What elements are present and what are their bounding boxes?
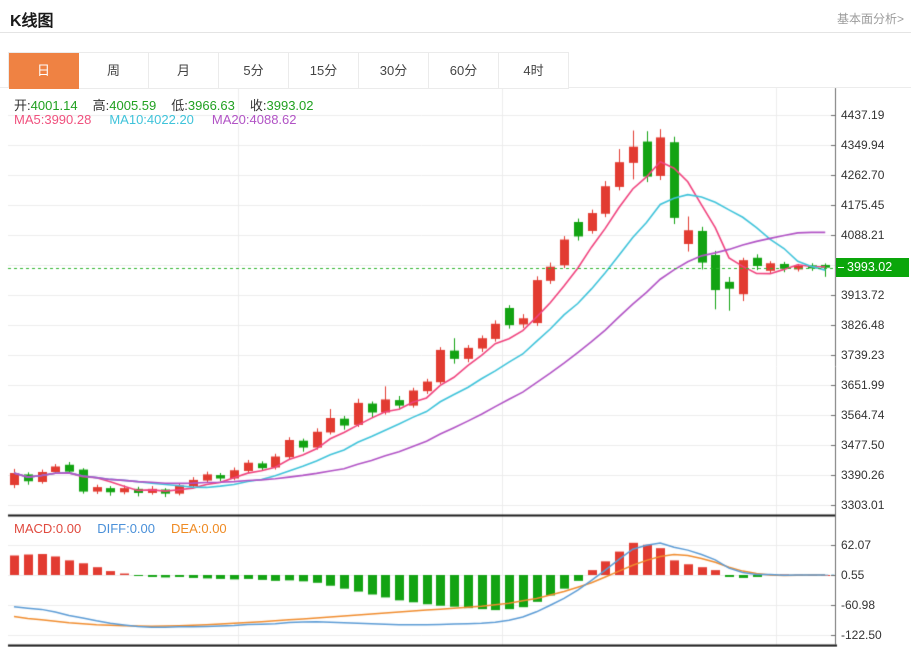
main-y-axis-label: 4262.70 — [841, 167, 885, 182]
main-y-axis-label: 4175.45 — [841, 197, 885, 212]
legend-value: 4022.20 — [146, 112, 194, 127]
legend-label: MACD: — [14, 521, 56, 536]
main-y-axis-label: 4349.94 — [841, 138, 885, 152]
macd-y-axis-label: 0.55 — [841, 568, 865, 582]
main-y-axis-label: 3739.23 — [841, 347, 885, 362]
legend-value: 4001.14 — [30, 98, 78, 113]
legend-label: 高: — [92, 98, 110, 113]
legend-label: MA20: — [211, 112, 250, 127]
main-y-axis-label: 3826.48 — [841, 317, 885, 332]
main-y-axis-label: 3564.74 — [841, 407, 885, 422]
ohlc-row-item: 开:4001.14 — [14, 98, 78, 113]
ohlc-row-item: 收:3993.02 — [250, 98, 314, 113]
main-y-axis-label: 4088.21 — [841, 227, 885, 242]
macd-y-axis-label: -122.50 — [841, 628, 882, 642]
legend-value: 0.00 — [55, 521, 82, 536]
main-y-axis-label: 4437.19 — [841, 108, 885, 122]
legend-value: 3966.63 — [187, 98, 235, 113]
legend-value: 0.00 — [129, 521, 156, 536]
ma-row-item: MA20:4088.62 — [212, 112, 297, 127]
tab-period-周[interactable]: 周 — [79, 53, 149, 89]
ohlc-row-item: 低:3966.63 — [171, 98, 235, 113]
page-title: K线图 — [10, 13, 54, 30]
legend-value: 4005.59 — [109, 98, 157, 113]
tab-period-15分[interactable]: 15分 — [289, 53, 359, 89]
page-header: K线图 基本面分析> — [0, 0, 911, 33]
legend-label: MA10: — [109, 112, 147, 127]
tab-period-60分[interactable]: 60分 — [429, 53, 499, 89]
legend-label: 收: — [249, 98, 267, 113]
period-tabbar: 日周月 5分 15分 30分 60分 4时 — [8, 52, 569, 89]
macd-row-item: MACD:0.00 — [14, 521, 81, 536]
macd-y-axis-label: 62.07 — [841, 538, 872, 552]
legend-label: DIFF: — [97, 521, 130, 536]
macd-row-item: DEA:0.00 — [171, 521, 227, 536]
macd-row-item: DIFF:0.00 — [97, 521, 155, 536]
ma-legend-row: MA5:3990.28 MA10:4022.20 MA20:4088.62 — [14, 112, 315, 127]
fundamental-analysis-link[interactable]: 基本面分析> — [836, 12, 904, 26]
legend-value: 0.00 — [201, 521, 227, 536]
main-y-axis-label: 3651.99 — [841, 377, 885, 392]
main-y-axis-label: 3913.72 — [841, 287, 885, 302]
main-y-axis-label: 3477.50 — [841, 437, 885, 452]
legend-label: 开: — [14, 98, 31, 113]
ohlc-row-item: 高:4005.59 — [93, 98, 157, 113]
tab-period-30分[interactable]: 30分 — [359, 53, 429, 89]
macd-y-axis-label: -60.98 — [841, 598, 876, 612]
main-y-axis-label: 3303.01 — [841, 497, 885, 512]
legend-label: 低: — [171, 98, 188, 113]
legend-label: MA5: — [14, 112, 45, 127]
ma-row-item: MA5:3990.28 — [14, 112, 91, 127]
tab-period-日[interactable]: 日 — [9, 53, 79, 89]
legend-value: 4088.62 — [249, 112, 297, 127]
legend-value: 3990.28 — [44, 112, 92, 127]
ma-row-item: MA10:4022.20 — [109, 112, 194, 127]
legend-value: 3993.02 — [266, 98, 314, 113]
macd-legend-row: MACD:0.00 DIFF:0.00 DEA:0.00 — [14, 521, 243, 536]
tab-period-5分[interactable]: 5分 — [219, 53, 289, 89]
main-y-axis-label: 3390.26 — [841, 467, 885, 482]
current-price-tag: 3993.02 — [836, 258, 909, 278]
legend-label: DEA: — [171, 521, 202, 536]
ohlc-legend-row: 开:4001.14 高:4005.59 低:3966.63 收:3993.02 — [14, 95, 329, 114]
tab-period-月[interactable]: 月 — [149, 53, 219, 89]
tab-period-4时[interactable]: 4时 — [499, 53, 569, 89]
